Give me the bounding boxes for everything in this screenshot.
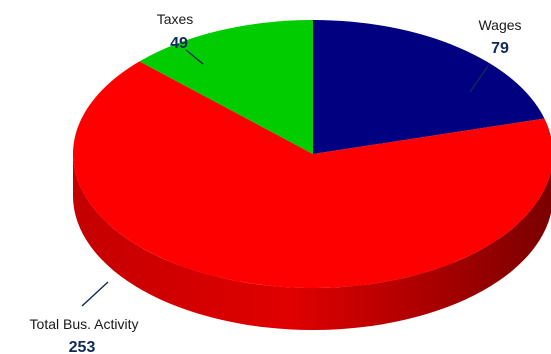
wages-leader-line (469, 65, 489, 93)
slice-value-taxes: 49 (170, 35, 188, 52)
slice-side-total-bus-activity (73, 154, 551, 330)
slice-label-wages: Wages (478, 17, 521, 33)
slice-value-total-bus-activity: 253 (69, 339, 96, 354)
taxes-leader-line (185, 49, 204, 65)
slice-total-bus-activity (73, 61, 551, 288)
slice-label-total-bus-activity: Total Bus. Activity (30, 316, 139, 332)
pie-slices (73, 20, 551, 288)
total-bus-activity-leader-line (81, 281, 109, 307)
pie-sides (73, 154, 551, 330)
slice-label-taxes: Taxes (157, 11, 194, 27)
slice-value-wages: 79 (491, 40, 509, 57)
slice-taxes (139, 20, 313, 154)
slice-wages (313, 20, 545, 154)
